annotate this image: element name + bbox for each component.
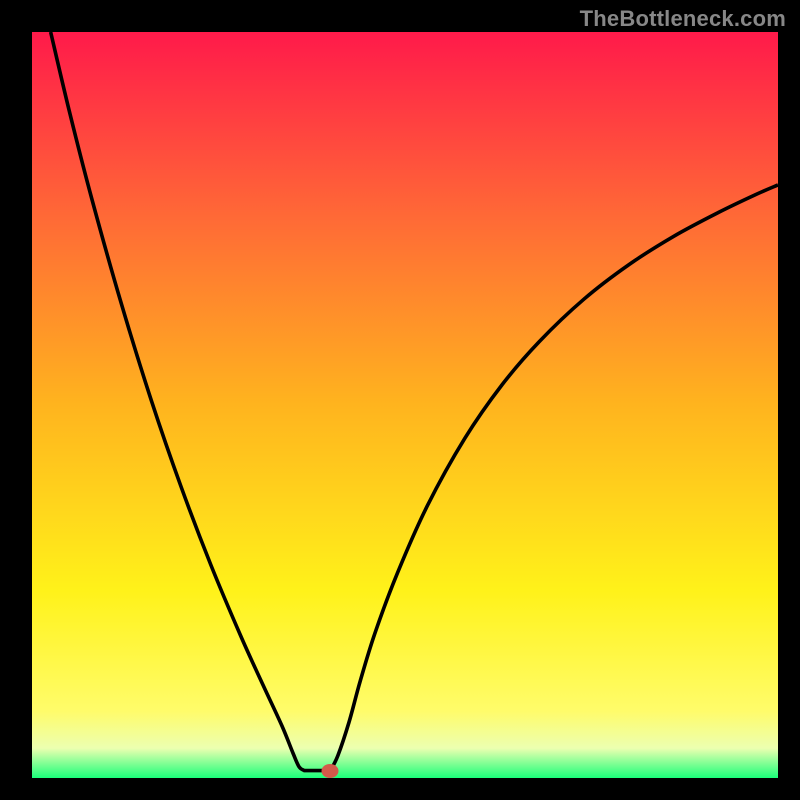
watermark-text: TheBottleneck.com [580, 6, 786, 32]
chart-plot-area [32, 32, 778, 778]
curve-path [51, 32, 778, 771]
bottleneck-marker [322, 764, 339, 778]
bottleneck-curve [32, 32, 778, 778]
